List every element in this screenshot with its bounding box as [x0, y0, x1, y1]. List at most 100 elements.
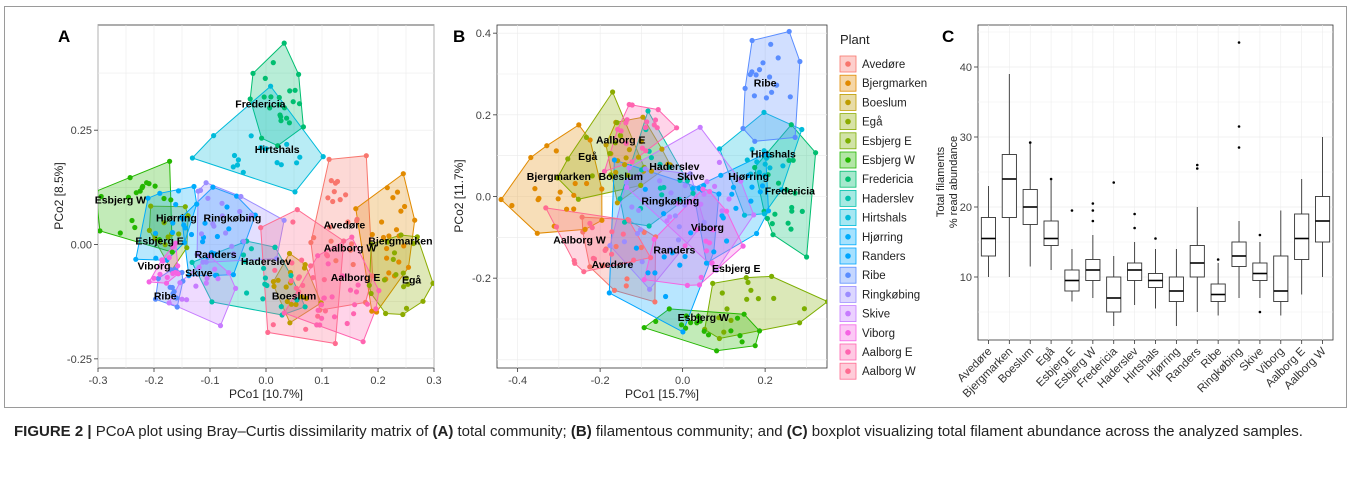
- group-label-ringkobing: Ringkøbing: [204, 213, 262, 225]
- point-aalborg-w: [324, 253, 331, 259]
- x-tick-label: 0.2: [370, 375, 385, 387]
- point-fredericia: [250, 70, 256, 76]
- group-label-aalborg-w: Aalborg W: [553, 234, 606, 246]
- point-fredericia: [752, 164, 758, 171]
- y-tick-label: 30: [960, 132, 972, 144]
- point-fredericia: [267, 105, 273, 111]
- point-skive: [196, 264, 202, 270]
- point-hjorring: [191, 183, 197, 190]
- point-fredericia: [772, 211, 778, 217]
- point-aalborg-w: [332, 340, 338, 347]
- point-fredericia: [300, 124, 306, 130]
- point-aalborg-w: [289, 260, 295, 266]
- legend-item-viborg: Viborg: [839, 324, 895, 342]
- point-skive: [215, 276, 221, 282]
- point-esbjerg-w: [156, 237, 163, 243]
- point-randers: [611, 157, 618, 163]
- x-tick-label: -0.3: [89, 375, 108, 387]
- point-ega: [401, 284, 407, 290]
- point-ribe: [797, 58, 803, 65]
- point-avedore: [363, 153, 369, 159]
- point-haderslev: [690, 190, 696, 196]
- point-fredericia: [775, 180, 782, 186]
- group-label-ribe: Ribe: [154, 290, 177, 302]
- group-label-hirtshals: Hirtshals: [255, 144, 300, 156]
- point-ega: [583, 134, 590, 140]
- point-esbjerg-w: [688, 320, 694, 326]
- x-tick-label: -0.2: [145, 375, 164, 387]
- legend-item-bjergmarken: Bjergmarken: [839, 74, 927, 92]
- point-esbjerg-e: [724, 306, 730, 312]
- point-aalborg-e: [331, 314, 338, 320]
- legend-item-aalborg-e: Aalborg E: [839, 343, 913, 361]
- point-bjergmarken: [555, 196, 561, 202]
- group-label-ega: Egå: [402, 274, 421, 286]
- point-hirtshals: [278, 162, 284, 168]
- point-skive: [212, 266, 218, 272]
- point-aalborg-e: [623, 140, 629, 146]
- point-esbjerg-w: [756, 328, 763, 334]
- point-fredericia: [784, 187, 790, 193]
- point-hirtshals: [756, 169, 763, 175]
- box-body: [1189, 245, 1205, 278]
- point-viborg: [724, 208, 730, 214]
- point-bjergmarken: [386, 270, 392, 276]
- point-randers: [661, 254, 667, 260]
- point-ringkobing: [682, 183, 688, 189]
- point-aalborg-w: [631, 257, 637, 263]
- point-hjorring: [754, 230, 760, 237]
- point-aalborg-w: [543, 205, 549, 211]
- box-outlier: [1237, 125, 1241, 128]
- point-hjorring: [181, 239, 188, 246]
- point-boeslum: [287, 320, 293, 326]
- point-skive: [698, 201, 704, 207]
- point-aalborg-w: [609, 229, 615, 235]
- box-outlier: [1195, 167, 1199, 170]
- point-bjergmarken: [400, 171, 406, 177]
- group-label-haderslev: Haderslev: [241, 256, 291, 268]
- point-ribe: [152, 296, 159, 302]
- point-skive: [726, 196, 732, 202]
- point-ringkobing: [229, 243, 235, 249]
- point-ega: [403, 275, 409, 281]
- panel-c-y-axis-label: Total filaments % read abundance: [935, 136, 960, 228]
- panel-a-y-ticks: -0.25 0.00 0.25: [67, 125, 98, 366]
- point-randers: [230, 272, 236, 278]
- hull-randers: [608, 159, 720, 333]
- point-ega: [398, 232, 404, 238]
- box-ega: [1043, 177, 1059, 270]
- point-esbjerg-w: [133, 190, 139, 196]
- panel-c-y-axis-label-line-2: % read abundance: [948, 136, 960, 228]
- hull-hirtshals: [191, 85, 324, 193]
- point-skive: [193, 283, 199, 289]
- y-tick-label: 10: [960, 272, 972, 284]
- point-aalborg-e: [615, 126, 621, 132]
- point-haderslev: [648, 155, 655, 161]
- point-esbjerg-e: [769, 273, 775, 279]
- point-aalborg-w: [258, 225, 264, 231]
- panel-a-label: A: [58, 27, 70, 46]
- legend-item-skive: Skive: [839, 305, 890, 323]
- point-avedore: [328, 238, 334, 244]
- box-avedore: [980, 186, 996, 277]
- legend-label: Esbjerg W: [862, 155, 915, 167]
- point-bjergmarken: [557, 189, 563, 195]
- point-esbjerg-w: [714, 348, 720, 354]
- panel-a-y-axis-label: PCo2 [8.5%]: [52, 162, 66, 229]
- point-haderslev: [262, 275, 268, 281]
- box-outlier: [1195, 163, 1199, 167]
- point-randers: [696, 185, 702, 191]
- point-ribe: [167, 284, 173, 290]
- panel-b-y-ticks: -0.2 0.0 0.2 0.4: [472, 28, 497, 285]
- point-viborg: [170, 244, 176, 250]
- point-aalborg-e: [315, 307, 321, 313]
- point-hirtshals: [268, 83, 274, 89]
- point-skive: [675, 201, 681, 207]
- legend-item-esbjerg-e: Esbjerg E: [839, 132, 912, 150]
- point-avedore: [332, 180, 339, 186]
- panel-c: C 10 20 30 40 AvedøreBjergmarkenBoeslumEgåE…: [935, 24, 1334, 400]
- point-hjorring: [745, 172, 752, 179]
- point-esbjerg-w: [695, 313, 702, 319]
- point-bjergmarken: [571, 206, 577, 212]
- y-tick-label: 0.4: [476, 28, 491, 40]
